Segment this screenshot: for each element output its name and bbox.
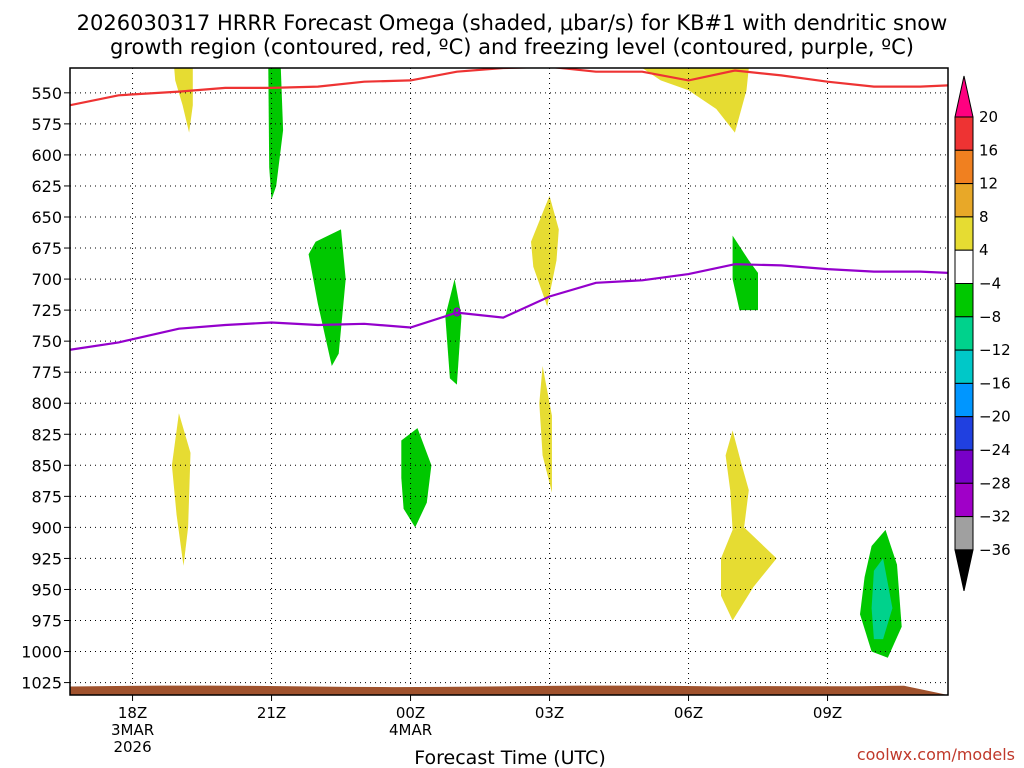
colorbar-label-2: 12	[979, 175, 998, 193]
x-axis-title: Forecast Time (UTC)	[414, 747, 605, 768]
plot-background	[70, 68, 948, 695]
omega-region-11	[732, 235, 758, 311]
colorbar-segment-4	[954, 249, 974, 284]
omega-region-2	[531, 195, 559, 307]
x-tick-label-16-0: 09Z	[813, 704, 842, 722]
x-tick-label-7-0: 00Z	[396, 704, 425, 722]
omega-region-0	[174, 68, 193, 133]
omega-region-5	[725, 430, 749, 530]
plot-area: 0	[69, 67, 949, 696]
colorbar-label-11: −28	[979, 474, 1011, 492]
colorbar-segment-11	[954, 482, 974, 518]
colorbar-segment-5	[954, 283, 974, 318]
omega-region-10	[401, 428, 432, 528]
colorbar-bottom-triangle	[954, 549, 974, 592]
y-tick-label-675: 675	[31, 239, 62, 258]
colorbar-segment-9	[954, 416, 974, 451]
y-tick-label-775: 775	[31, 363, 62, 382]
x-tick-label-1-2: 2026	[113, 738, 151, 756]
colorbar-label-5: −4	[979, 275, 1001, 293]
colorbar-segment-7	[954, 349, 974, 384]
x-tick-label-7-1: 4MAR	[389, 721, 432, 739]
y-tick-label-800: 800	[31, 394, 62, 413]
freezing-level-line	[70, 263, 948, 351]
y-tick-label-750: 750	[31, 332, 62, 351]
omega-region-9	[445, 279, 462, 385]
y-tick-label-600: 600	[31, 146, 62, 165]
colorbar-label-4: 4	[979, 241, 989, 259]
x-tick-label-1-1: 3MAR	[111, 721, 154, 739]
x-tick-label-1-0: 18Z	[118, 704, 147, 722]
colorbar-label-7: −12	[979, 341, 1011, 359]
dgz-contour-line	[70, 68, 948, 107]
colorbar-label-3: 8	[979, 208, 989, 226]
y-tick-label-650: 650	[31, 208, 62, 227]
colorbar-segment-1	[954, 149, 974, 185]
omega-region-1	[642, 68, 749, 133]
omega-region-6	[721, 527, 777, 621]
colorbar-label-10: −24	[979, 441, 1011, 459]
colorbar-label-0: 20	[979, 108, 998, 126]
y-tick-label-925: 925	[31, 549, 62, 568]
y-tick-label-550: 550	[31, 84, 62, 103]
y-tick-label-950: 950	[31, 580, 62, 599]
omega-region-7	[268, 68, 284, 200]
omega-region-4	[539, 366, 552, 493]
colorbar-label-6: −8	[979, 308, 1001, 326]
colorbar-label-1: 16	[979, 141, 998, 159]
colorbar-segment-2	[954, 183, 974, 218]
terrain-ground	[70, 685, 948, 695]
colorbar-segment-0	[954, 116, 974, 151]
chart-title-line-1: 2026030317 HRRR Forecast Omega (shaded, …	[77, 11, 948, 35]
colorbar-segment-3	[954, 216, 974, 251]
chart-title-line-2: growth region (contoured, red, ºC) and f…	[110, 35, 914, 59]
y-tick-label-725: 725	[31, 301, 62, 320]
omega-region-8	[308, 229, 346, 366]
y-tick-label-825: 825	[31, 425, 62, 444]
y-tick-label-1000: 1000	[21, 643, 62, 662]
y-axis-ticks: 550 575 600 625 650 675 700 725 750 775 800 825 850 8…	[21, 84, 70, 693]
terrain	[70, 685, 948, 695]
colorbar-segment-10	[954, 449, 974, 484]
omega-shading	[171, 68, 902, 658]
y-tick-label-1025: 1025	[21, 674, 62, 693]
plot-frame	[69, 67, 949, 696]
credit-text: coolwx.com/models	[857, 745, 1015, 764]
x-tick-label-4-0: 21Z	[257, 704, 286, 722]
colorbar-label-12: −32	[979, 508, 1011, 526]
y-tick-label-700: 700	[31, 270, 62, 289]
colorbar-segment-6	[954, 316, 974, 351]
x-tick-label-13-0: 06Z	[674, 704, 703, 722]
y-tick-label-850: 850	[31, 456, 62, 475]
colorbar-segment-8	[954, 382, 974, 418]
contour-lines: 0	[70, 68, 948, 351]
colorbar: 20 16 12 8 4 −4 −8 −12 −16 −20 −24 −28 −32 −36	[954, 75, 1011, 592]
y-tick-label-975: 975	[31, 612, 62, 631]
y-tick-label-625: 625	[31, 177, 62, 196]
colorbar-label-13: −36	[979, 541, 1011, 559]
y-tick-label-900: 900	[31, 518, 62, 537]
colorbar-top-triangle	[954, 75, 974, 118]
y-tick-label-575: 575	[31, 115, 62, 134]
colorbar-label-8: −16	[979, 374, 1011, 392]
x-tick-label-10-0: 03Z	[535, 704, 564, 722]
colorbar-label-9: −20	[979, 408, 1011, 426]
freezing-level-label: 0	[453, 306, 461, 320]
omega-region-13	[871, 558, 893, 640]
colorbar-segment-12	[954, 516, 974, 551]
y-tick-label-875: 875	[31, 487, 62, 506]
